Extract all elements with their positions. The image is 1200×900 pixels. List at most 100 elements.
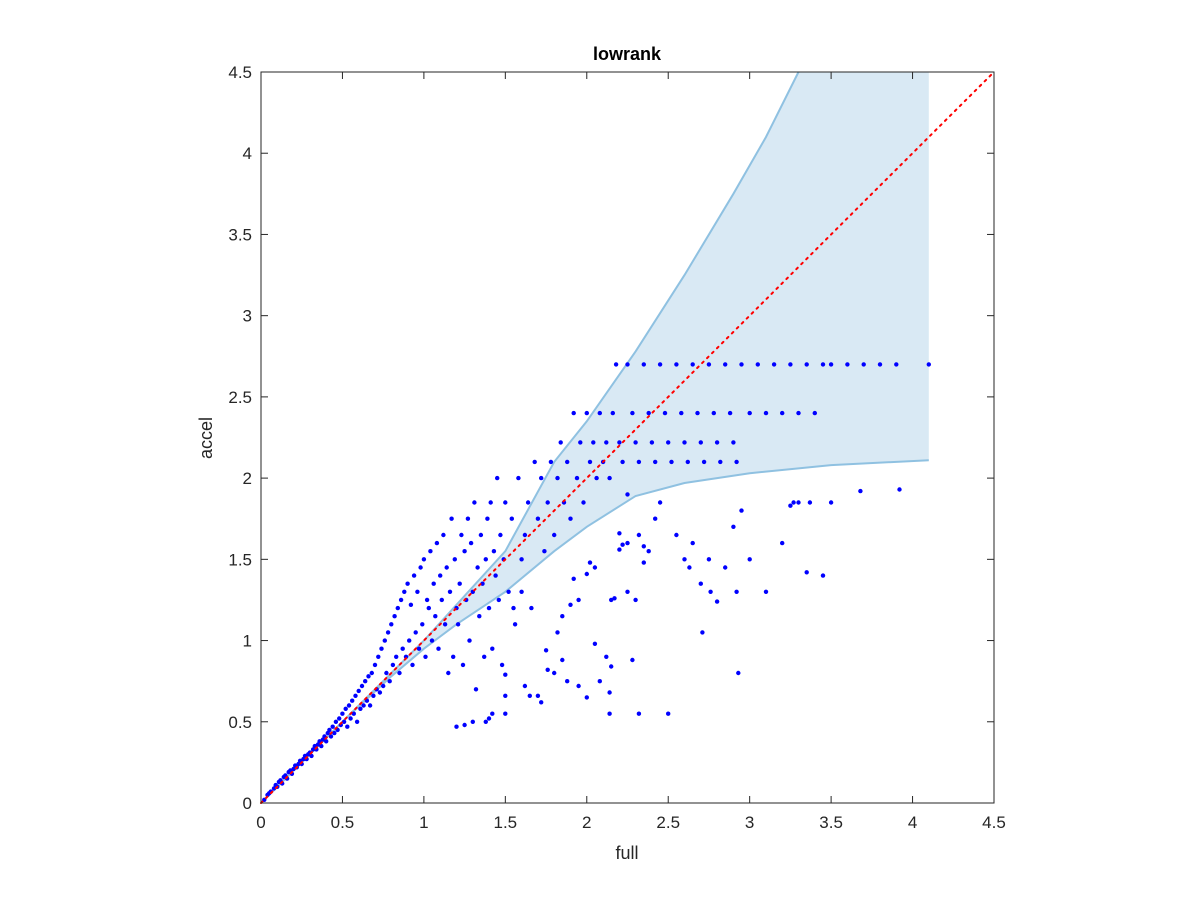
- data-point: [467, 638, 472, 643]
- data-point: [441, 532, 446, 538]
- data-point: [734, 459, 739, 465]
- data-point: [402, 589, 407, 594]
- data-point: [711, 410, 716, 416]
- data-point: [363, 679, 368, 684]
- data-point: [503, 711, 508, 716]
- data-point: [609, 664, 614, 669]
- data-point: [698, 581, 703, 586]
- data-point: [617, 547, 622, 552]
- data-point: [486, 605, 492, 611]
- data-point: [592, 565, 598, 570]
- data-point: [714, 440, 720, 445]
- data-point: [529, 605, 534, 611]
- data-point: [459, 532, 464, 538]
- data-point: [423, 654, 428, 659]
- data-point: [410, 662, 415, 668]
- data-point: [509, 516, 514, 521]
- data-point: [482, 654, 487, 659]
- data-point: [483, 719, 488, 724]
- data-point: [571, 410, 576, 416]
- data-point: [690, 540, 695, 546]
- data-point: [727, 410, 733, 416]
- data-point: [682, 440, 687, 445]
- data-point: [791, 500, 796, 505]
- data-point: [701, 459, 707, 465]
- data-point: [636, 532, 642, 538]
- data-point: [576, 597, 581, 603]
- data-point: [379, 646, 384, 651]
- data-point: [625, 492, 630, 497]
- data-point: [584, 571, 589, 577]
- data-point: [371, 693, 376, 698]
- data-point: [454, 724, 459, 729]
- data-point: [739, 508, 744, 513]
- data-point: [421, 557, 427, 562]
- data-point: [389, 622, 394, 627]
- y-tick-label: 3.5: [228, 225, 252, 244]
- data-point: [543, 648, 549, 653]
- data-point: [587, 560, 593, 565]
- data-point: [845, 362, 850, 367]
- data-point: [405, 581, 410, 586]
- data-point: [581, 500, 586, 505]
- data-point: [477, 614, 482, 619]
- data-point: [525, 500, 531, 505]
- data-point: [539, 475, 544, 481]
- band-lower-edge: [260, 459, 929, 804]
- data-point: [780, 540, 785, 546]
- data-point: [428, 549, 433, 554]
- x-axis-label: full: [615, 843, 638, 863]
- data-point: [597, 410, 602, 416]
- data-point: [397, 670, 402, 676]
- data-point: [604, 440, 609, 445]
- data-point: [576, 683, 581, 689]
- data-point: [340, 711, 345, 716]
- data-point: [503, 500, 508, 505]
- data-point: [490, 646, 495, 651]
- data-point: [465, 516, 471, 521]
- data-point: [310, 747, 316, 752]
- data-point: [480, 581, 485, 586]
- y-tick-label: 4.5: [228, 63, 252, 82]
- data-point: [613, 362, 619, 367]
- data-point: [641, 544, 646, 549]
- data-point: [460, 662, 466, 668]
- data-point: [736, 670, 741, 676]
- data-point: [384, 670, 389, 676]
- data-point: [535, 693, 541, 698]
- data-point: [657, 500, 663, 505]
- data-point: [475, 565, 480, 570]
- data-point: [700, 630, 705, 635]
- data-point: [408, 602, 414, 607]
- y-tick-label: 4: [243, 144, 252, 163]
- data-point: [442, 622, 448, 627]
- data-point: [512, 622, 518, 627]
- data-point: [718, 459, 723, 465]
- data-point: [361, 703, 366, 708]
- data-point: [387, 679, 392, 684]
- data-point: [462, 549, 467, 554]
- x-tick-label: 4: [908, 813, 917, 832]
- data-point: [568, 516, 573, 521]
- data-point: [377, 690, 383, 695]
- data-point: [636, 711, 642, 716]
- data-point: [861, 362, 866, 367]
- data-point: [552, 670, 557, 676]
- y-tick-label: 1.5: [228, 550, 252, 569]
- data-point: [666, 440, 671, 445]
- band-fill: [261, 72, 929, 803]
- data-point: [346, 703, 352, 708]
- data-point: [413, 630, 418, 635]
- data-point: [804, 570, 809, 575]
- data-point: [653, 516, 658, 521]
- data-point: [565, 459, 570, 465]
- data-point: [398, 597, 404, 603]
- data-point: [687, 565, 692, 570]
- data-point: [496, 597, 501, 603]
- data-point: [438, 573, 443, 578]
- data-point: [755, 362, 760, 367]
- data-point: [617, 531, 622, 536]
- data-point: [653, 459, 658, 465]
- data-point: [828, 500, 834, 505]
- data-point: [646, 410, 651, 416]
